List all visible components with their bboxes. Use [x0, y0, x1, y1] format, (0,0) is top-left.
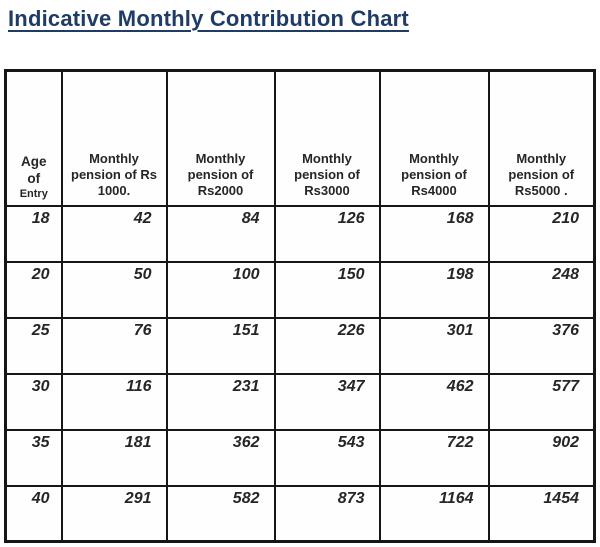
table-row-age-20: 20 50 100 150 198 248 — [4, 260, 596, 319]
page-title: Indicative Monthly Contribution Chart — [8, 6, 409, 31]
cell-value: 291 — [60, 484, 168, 543]
cell-value: 100 — [165, 260, 276, 319]
table-row-age-30: 30 116 231 347 462 577 — [4, 372, 596, 431]
cell-value: 248 — [487, 260, 596, 319]
header-age-line-1: Age — [20, 154, 47, 169]
cell-value: 722 — [378, 428, 490, 487]
cell-value: 902 — [487, 428, 596, 487]
cell-value: 84 — [165, 204, 276, 263]
table-row-age-25: 25 76 151 226 301 376 — [4, 316, 596, 375]
cell-value: 577 — [487, 372, 596, 431]
cell-value: 231 — [165, 372, 276, 431]
cell-value: 543 — [273, 428, 381, 487]
cell-value: 376 — [487, 316, 596, 375]
cell-value: 362 — [165, 428, 276, 487]
header-pension-5000: Monthly pension of Rs5000 . — [487, 69, 596, 207]
cell-value: 210 — [487, 204, 596, 263]
table-header-row: Age of Entry Monthly pension of Rs 1000.… — [4, 69, 596, 207]
table-row-age-18: 18 42 84 126 168 210 — [4, 204, 596, 263]
header-pension-3000: Monthly pension of Rs3000 — [273, 69, 381, 207]
cell-value: 582 — [165, 484, 276, 543]
cell-value: 462 — [378, 372, 490, 431]
cell-value: 873 — [273, 484, 381, 543]
cell-value: 198 — [378, 260, 490, 319]
header-pension-1000: Monthly pension of Rs 1000. — [60, 69, 168, 207]
cell-value: 181 — [60, 428, 168, 487]
cell-value: 226 — [273, 316, 381, 375]
cell-value: 1454 — [487, 484, 596, 543]
cell-value: 76 — [60, 316, 168, 375]
cell-age: 40 — [4, 484, 63, 543]
cell-value: 150 — [273, 260, 381, 319]
table-row-age-35: 35 181 362 543 722 902 — [4, 428, 596, 487]
cell-value: 126 — [273, 204, 381, 263]
cell-age: 30 — [4, 372, 63, 431]
cell-age: 18 — [4, 204, 63, 263]
cell-value: 347 — [273, 372, 381, 431]
cell-value: 42 — [60, 204, 168, 263]
contribution-table: Age of Entry Monthly pension of Rs 1000.… — [4, 69, 596, 543]
cell-age: 35 — [4, 428, 63, 487]
header-pension-4000: Monthly pension of Rs4000 — [378, 69, 490, 207]
cell-value: 50 — [60, 260, 168, 319]
header-pension-2000: Monthly pension of Rs2000 — [165, 69, 276, 207]
cell-value: 151 — [165, 316, 276, 375]
cell-value: 1164 — [378, 484, 490, 543]
cell-age: 25 — [4, 316, 63, 375]
header-age-line-3: Entry — [19, 187, 48, 200]
cell-value: 301 — [378, 316, 490, 375]
cell-value: 116 — [60, 372, 168, 431]
header-age-line-2: of — [27, 170, 41, 186]
header-age-of-entry: Age of Entry — [4, 69, 63, 207]
table-row-age-40: 40 291 582 873 1164 1454 — [4, 484, 596, 543]
cell-age: 20 — [4, 260, 63, 319]
cell-value: 168 — [378, 204, 490, 263]
